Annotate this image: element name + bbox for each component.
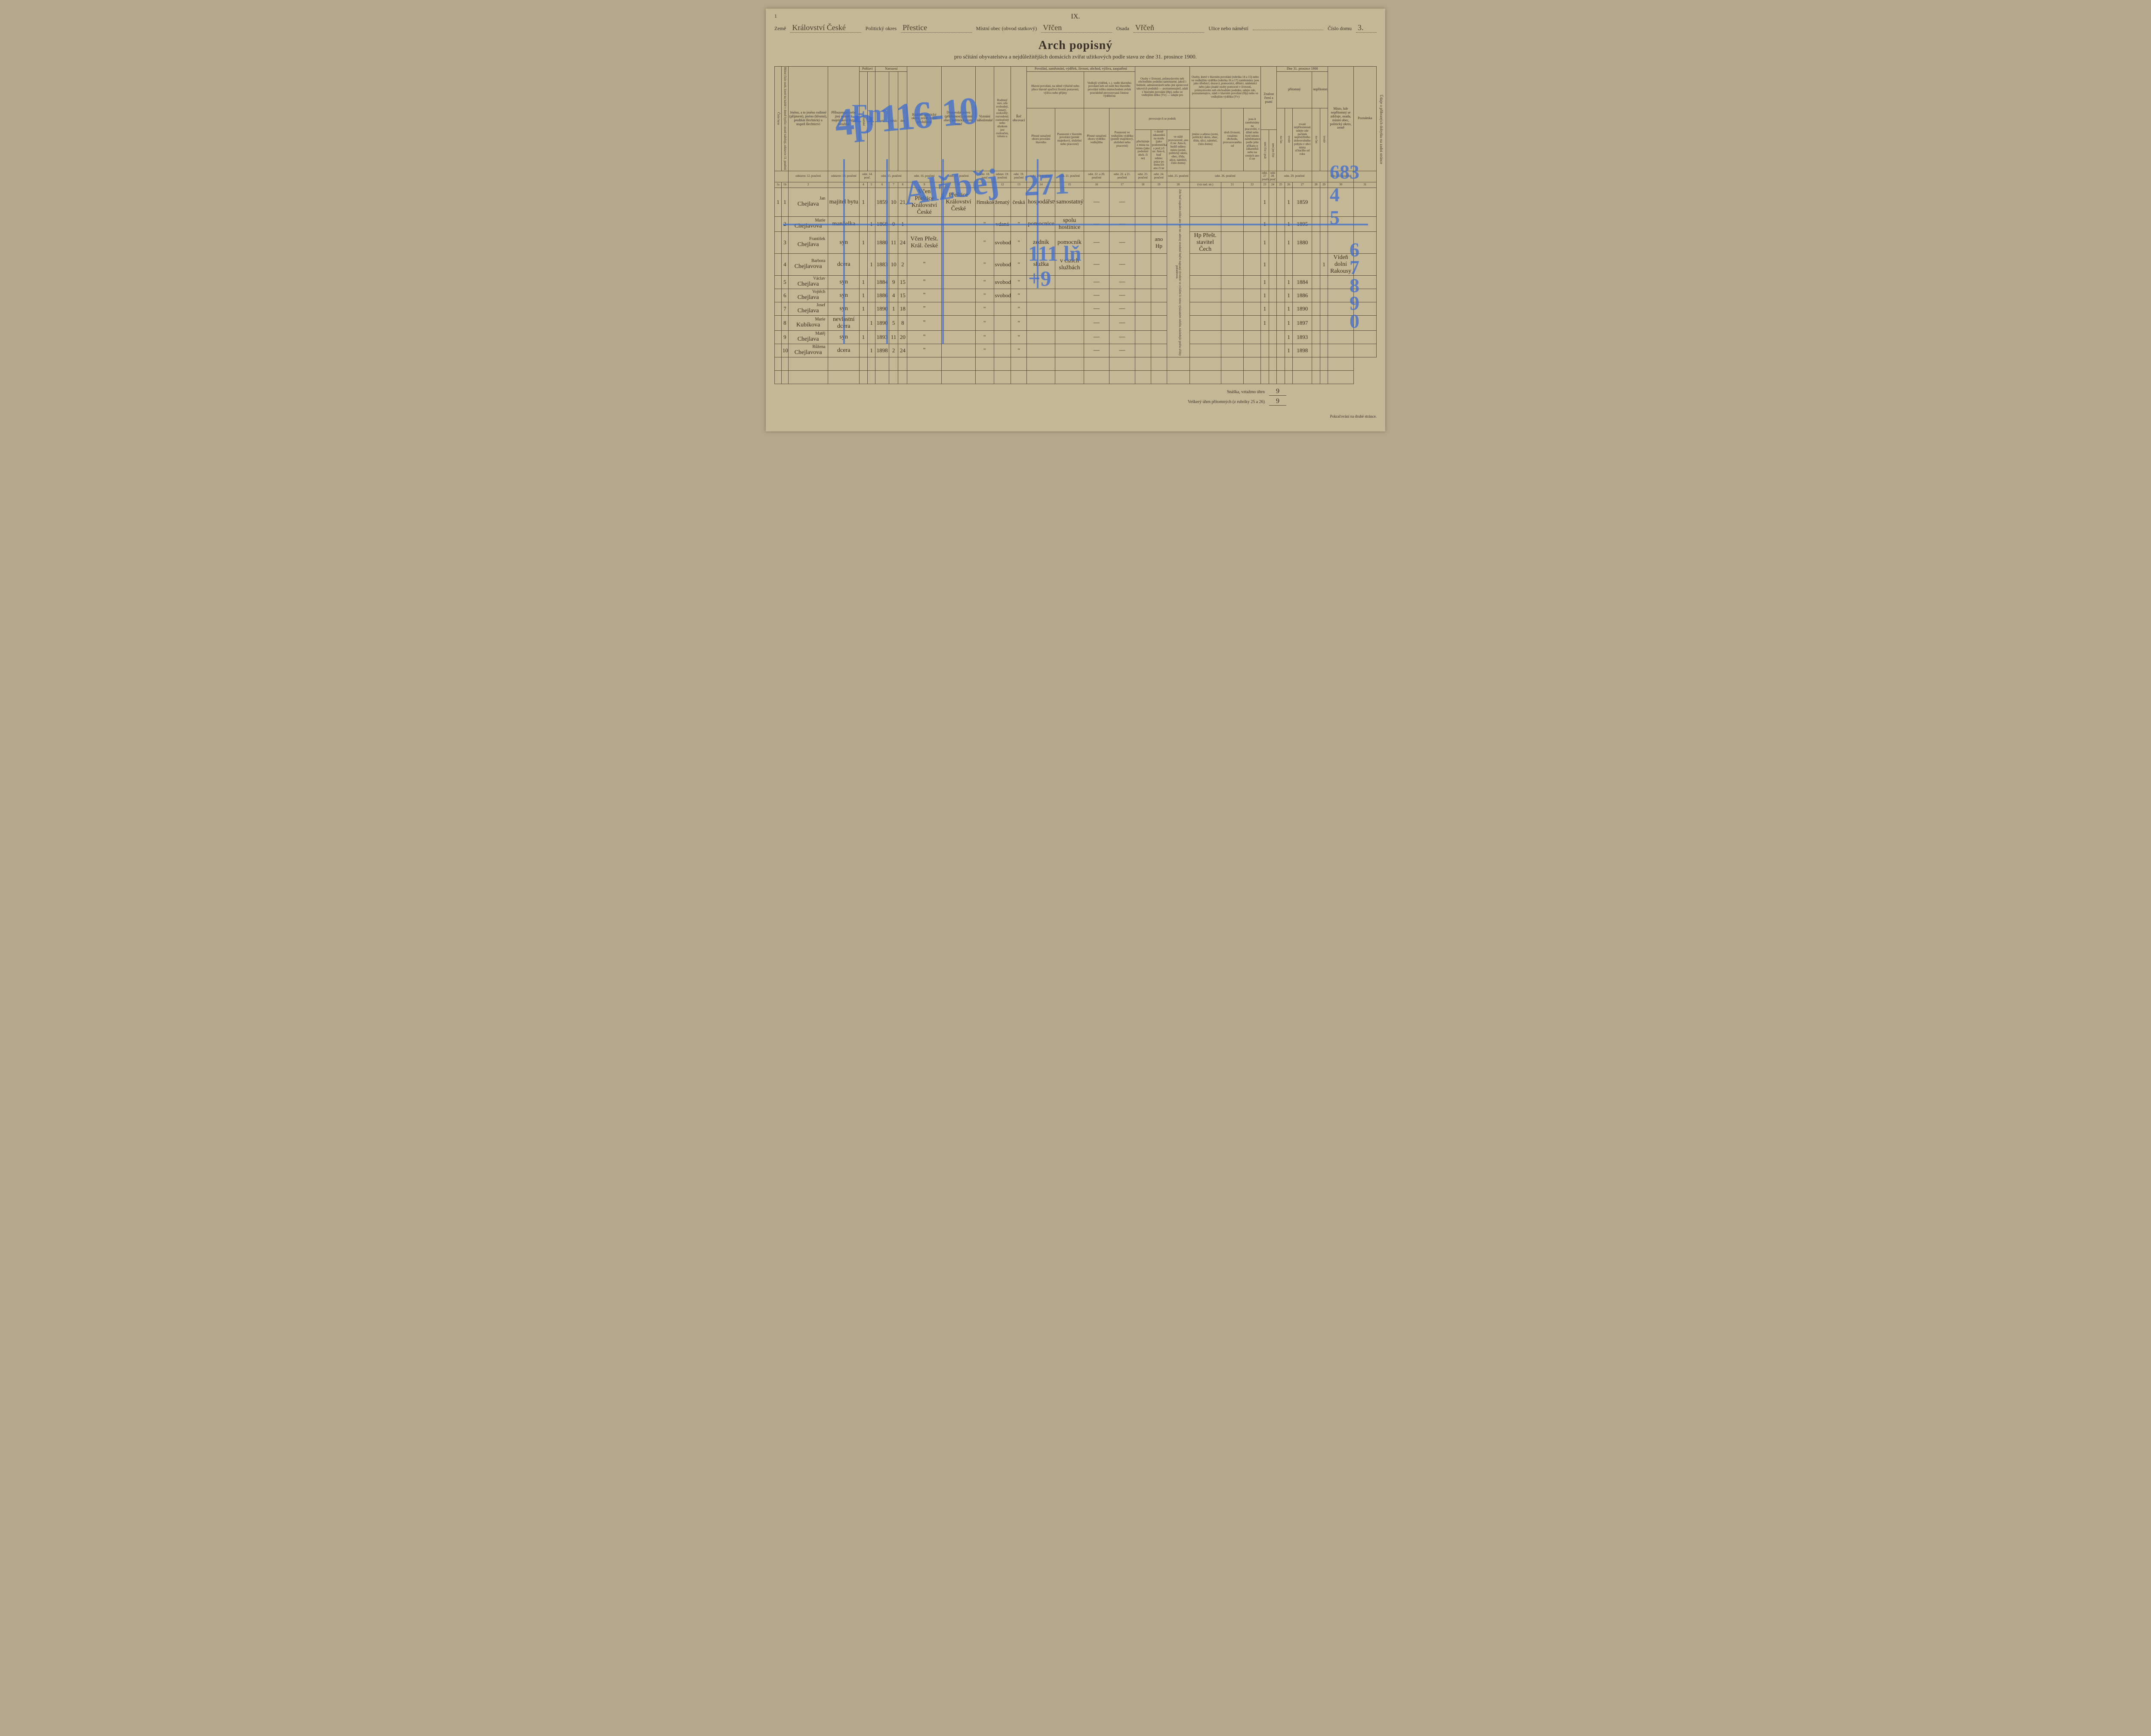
subtitle: pro sčítání obyvatelstva a nejdůležitějš… [774,53,1377,60]
col-side-field: Přesné označení oboru výdělku vedlejšího [1084,108,1109,171]
grp-literacy: Znalost čtení a psaní [1261,67,1277,130]
table-row: 4BarboraChejlavovadcera11883102""svobodn… [775,253,1377,275]
col-where-absent: Místo, kde nepřítomný se zdržuje, osada,… [1328,67,1354,171]
col-bus-home: v domě zákazníků na mzdu (jako podomníčk… [1151,130,1167,171]
municipality-label: Místní obec (obvod statkový) [976,25,1037,32]
grp-business: Osoby v živnosti, průmyslovém neb obchod… [1135,67,1190,108]
instruction-row: odstavec 12. poučení odstavec 13. poučen… [775,171,1377,182]
municipality-value: Vřčen [1041,23,1112,33]
col-pres-perm: trvale [1285,108,1293,171]
title-block: Arch popisný [774,39,1377,52]
col-emp-where: jsou-li zaměstnány na pracovišti, v díln… [1244,108,1261,171]
col-birthplace: Rodiště, politický okres, země, státní p… [907,67,941,171]
col-bus-itiner: přecházeje z místa na místo (jako podomn… [1135,130,1151,171]
houseno-label: Číslo domu [1328,25,1352,32]
col-pres-temp: na čas [1277,108,1285,171]
page-number: 1 [774,13,777,19]
table-body: 11JanChejlavamajitel bytu118591021Včen P… [775,188,1377,384]
pencil-vline-4 [1037,159,1039,288]
table-row: 6VojtěchChejlavasyn11886415""svobodný"——… [775,289,1377,302]
col-relationship: Příbuzenství nebo jiný poměr k majetníko… [828,67,860,171]
grp-birth: Narození [875,67,907,72]
col-female: ženské [867,71,875,171]
col-language: Řeč obcovací [1011,67,1027,171]
district-value: Přestice [901,23,971,33]
table-row: 7JosefChejlavasyn11890118"""——111890 [775,302,1377,315]
houseno-value: 3. [1356,23,1377,33]
col-day: den [898,71,907,171]
col-abs-temp: na čas [1312,108,1320,171]
col-religion: Vyznání náboženské [976,67,994,171]
col-person-no: Běžné číslo osob, které ku každé v domě … [781,67,788,171]
sheet-roman: IX. [774,13,1377,21]
col-occ-position: Postavení v hlavním povolání (poměr maje… [1055,108,1084,171]
col-domicile: Domovské právo (příslušnost), místní obe… [941,67,975,171]
table-row-empty [775,370,1377,384]
grp-date: Dne 31. prosince 1900 [1277,67,1328,72]
table-head: Číslo bytu Běžné číslo osob, které ku ka… [775,67,1377,188]
settlement-value: Vřčeň [1134,23,1204,33]
col-marital: Rodinný stav, zda svobodný, ženatý, ovdo… [994,67,1011,171]
total-value: 9 [1269,397,1286,406]
col-lit-rw: umí číst i psát [1261,130,1269,171]
snaska-label: Snáška, vztažmo úhrn [1227,390,1265,394]
continue-note: Pokračování na druhé stránce. [774,414,1377,419]
grp-employed: Osoby, které v hlavním povolání (rubrika… [1190,67,1260,108]
col-emp-trade: druh živnosti, vztažmo obchodu, provozov… [1221,108,1244,171]
grp-business2: provozuje-li se podnik [1135,108,1190,130]
grp-absent: nepřítomný [1312,71,1328,108]
table-row: 8MarieKubíkovanevlastní dcera1189058"""—… [775,315,1377,330]
side-note: Údaje o přibraných dobytku na zadní strá… [1379,95,1384,164]
pencil-vline-3 [942,159,944,344]
col-name: Jméno, a to jméno rodinné (příjmení), jm… [788,67,828,171]
col-year: rok [875,71,889,171]
footer: Snáška, vztažmo úhrn 9 Veškerý úhrn přít… [774,388,1377,419]
district-label: Politický okres [866,25,897,32]
col-abs-perm: trvale [1320,108,1328,171]
table-row: 11JanChejlavamajitel bytu118591021Včen P… [775,188,1377,216]
col-emp-addr: jméno a adresu (zemi, politický okres, o… [1190,108,1221,171]
table-row: 10RůženaChejlavovadcera11898224"""——1189… [775,344,1377,357]
col-bus-fixed: ve stálé provozovně, ano či ne. Ano-li, … [1167,130,1190,171]
col-byt-no: Číslo bytu [775,67,782,171]
col-occ-field: Přesné označení oboru povolání hlavního [1027,108,1055,171]
street-label: Ulice nebo náměstí [1208,25,1248,32]
main-title: Arch popisný [774,39,1377,52]
grp-side-occ: Vedlejší výdělek, t. j. vedle hlavního p… [1084,71,1135,108]
table-row: 5VáclavChejlavasyn11884915""svobodný"——1… [775,275,1377,289]
col-since: trvalé nepřítomnosti udejte zde počátek … [1293,108,1312,171]
table-row: 9MatějChejlavasyn118931120"""——11893 [775,330,1377,344]
grp-occupation: Povolání, zaměstnání, výdělek, živnost, … [1027,67,1135,72]
grp-sex: Pohlaví [860,67,875,72]
col-lit-r: umí jen číst [1269,130,1277,171]
table-row: 3FrantišekChejlavasyn118801124Včen Přešt… [775,231,1377,253]
col-side-position: Postavení ve vedlejším výdělku (poměr ma… [1109,108,1135,171]
total-label: Veškerý úhrn přítomných (z rubriky 25 a … [1188,400,1265,404]
snaska-value: 9 [1269,388,1286,396]
col-remark: Poznámka [1353,67,1376,171]
census-sheet: 1 IX. Země Království České Politický ok… [766,9,1385,431]
table-row-empty [775,357,1377,370]
land-label: Země [774,25,786,32]
header-fields: Země Království České Politický okres Př… [774,23,1377,33]
land-value: Království České [790,23,861,33]
column-numbers: 1a 1b 2 3 4 5 6 7 8 9 10 11 12 13 14 15 … [775,182,1377,188]
pencil-vline-2 [886,159,888,344]
grp-main-occ: Hlavní povolání, na němž výlučně nebo př… [1027,71,1084,108]
grp-present: přítomný [1277,71,1312,108]
pencil-hline [783,224,1368,225]
col-male: mužské [860,71,868,171]
col-month: měsíc [889,71,898,171]
settlement-label: Osada [1116,25,1129,32]
pencil-vline-1 [843,159,845,344]
